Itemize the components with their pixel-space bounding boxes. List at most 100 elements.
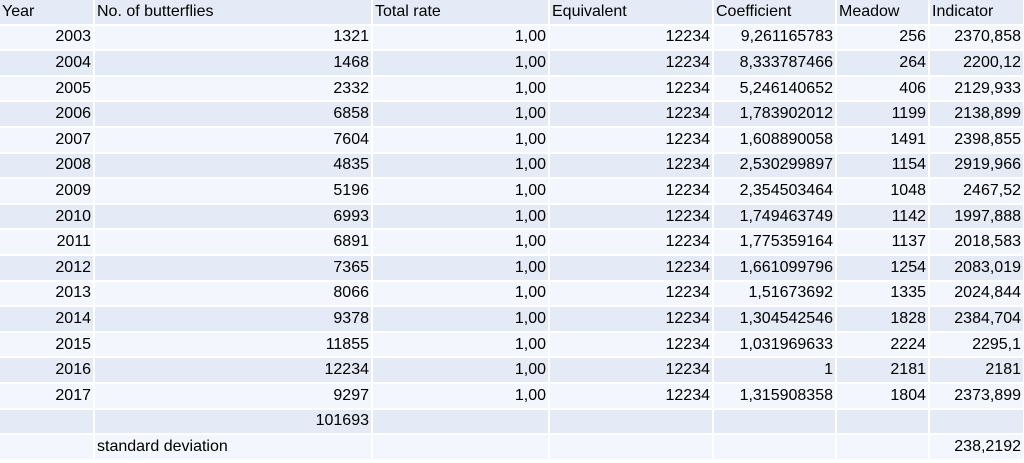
indicator-cell[interactable]: 2373,899 (929, 382, 1024, 410)
butterflies-cell[interactable]: 11855 (94, 331, 373, 359)
indicator-cell[interactable]: 2398,855 (929, 126, 1024, 154)
empty-cell[interactable] (713, 408, 837, 436)
indicator-cell[interactable]: 2024,844 (929, 280, 1024, 308)
empty-cell[interactable] (0, 434, 95, 461)
total-rate-cell[interactable]: 1,00 (372, 382, 550, 410)
total-rate-cell[interactable]: 1,00 (372, 101, 550, 128)
equivalent-cell[interactable]: 12234 (549, 152, 714, 180)
year-cell[interactable]: 2009 (0, 178, 95, 205)
meadow-cell[interactable]: 1048 (836, 178, 930, 205)
meadow-cell[interactable]: 2181 (836, 357, 930, 384)
year-cell[interactable]: 2004 (0, 50, 95, 77)
header-equivalent[interactable]: Equivalent (549, 0, 714, 26)
coefficient-cell[interactable]: 9,261165783 (713, 24, 837, 52)
empty-cell[interactable] (372, 408, 550, 436)
butterflies-cell[interactable]: 1321 (94, 24, 373, 52)
equivalent-cell[interactable]: 12234 (549, 178, 714, 205)
year-cell[interactable]: 2013 (0, 280, 95, 308)
equivalent-cell[interactable]: 12234 (549, 203, 714, 231)
meadow-cell[interactable]: 1804 (836, 382, 930, 410)
header-butterflies[interactable]: No. of butterflies (94, 0, 373, 26)
coefficient-cell[interactable]: 1,031969633 (713, 331, 837, 359)
indicator-cell[interactable]: 2384,704 (929, 306, 1024, 333)
butterflies-cell[interactable]: 9378 (94, 306, 373, 333)
header-coefficient[interactable]: Coefficient (713, 0, 837, 26)
meadow-cell[interactable]: 1154 (836, 152, 930, 180)
butterflies-cell[interactable]: 7604 (94, 126, 373, 154)
stddev-value-cell[interactable]: 238,2192 (929, 434, 1024, 461)
empty-cell[interactable] (836, 434, 930, 461)
coefficient-cell[interactable]: 1,775359164 (713, 229, 837, 256)
meadow-cell[interactable]: 1828 (836, 306, 930, 333)
total-rate-cell[interactable]: 1,00 (372, 152, 550, 180)
indicator-cell[interactable]: 2138,899 (929, 101, 1024, 128)
coefficient-cell[interactable]: 1,51673692 (713, 280, 837, 308)
total-butterflies-cell[interactable]: 101693 (94, 408, 373, 436)
coefficient-cell[interactable]: 5,246140652 (713, 75, 837, 103)
year-cell[interactable]: 2015 (0, 331, 95, 359)
butterflies-cell[interactable]: 2332 (94, 75, 373, 103)
total-rate-cell[interactable]: 1,00 (372, 24, 550, 52)
coefficient-cell[interactable]: 1,749463749 (713, 203, 837, 231)
year-cell[interactable]: 2017 (0, 382, 95, 410)
meadow-cell[interactable]: 406 (836, 75, 930, 103)
header-meadow[interactable]: Meadow (836, 0, 930, 26)
total-rate-cell[interactable]: 1,00 (372, 178, 550, 205)
total-rate-cell[interactable]: 1,00 (372, 50, 550, 77)
total-rate-cell[interactable]: 1,00 (372, 229, 550, 256)
total-rate-cell[interactable]: 1,00 (372, 280, 550, 308)
coefficient-cell[interactable]: 2,354503464 (713, 178, 837, 205)
year-cell[interactable]: 2005 (0, 75, 95, 103)
total-rate-cell[interactable]: 1,00 (372, 203, 550, 231)
equivalent-cell[interactable]: 12234 (549, 306, 714, 333)
butterflies-cell[interactable]: 5196 (94, 178, 373, 205)
year-cell[interactable]: 2016 (0, 357, 95, 384)
indicator-cell[interactable]: 2018,583 (929, 229, 1024, 256)
empty-cell[interactable] (372, 434, 550, 461)
butterflies-cell[interactable]: 1468 (94, 50, 373, 77)
equivalent-cell[interactable]: 12234 (549, 50, 714, 77)
total-rate-cell[interactable]: 1,00 (372, 254, 550, 282)
total-rate-cell[interactable]: 1,00 (372, 357, 550, 384)
total-rate-cell[interactable]: 1,00 (372, 126, 550, 154)
indicator-cell[interactable]: 2129,933 (929, 75, 1024, 103)
meadow-cell[interactable]: 2224 (836, 331, 930, 359)
header-year[interactable]: Year (0, 0, 95, 26)
year-cell[interactable]: 2010 (0, 203, 95, 231)
butterflies-cell[interactable]: 7365 (94, 254, 373, 282)
empty-cell[interactable] (929, 408, 1024, 436)
butterflies-cell[interactable]: 12234 (94, 357, 373, 384)
meadow-cell[interactable]: 256 (836, 24, 930, 52)
meadow-cell[interactable]: 1335 (836, 280, 930, 308)
meadow-cell[interactable]: 1199 (836, 101, 930, 128)
total-rate-cell[interactable]: 1,00 (372, 75, 550, 103)
empty-cell[interactable] (713, 434, 837, 461)
empty-cell[interactable] (549, 408, 714, 436)
indicator-cell[interactable]: 2200,12 (929, 50, 1024, 77)
butterflies-cell[interactable]: 8066 (94, 280, 373, 308)
coefficient-cell[interactable]: 8,333787466 (713, 50, 837, 77)
year-cell[interactable]: 2003 (0, 24, 95, 52)
empty-cell[interactable] (549, 434, 714, 461)
indicator-cell[interactable]: 2467,52 (929, 178, 1024, 205)
coefficient-cell[interactable]: 1,783902012 (713, 101, 837, 128)
total-rate-cell[interactable]: 1,00 (372, 331, 550, 359)
header-indicator[interactable]: Indicator (929, 0, 1024, 26)
equivalent-cell[interactable]: 12234 (549, 280, 714, 308)
equivalent-cell[interactable]: 12234 (549, 382, 714, 410)
year-cell[interactable]: 2008 (0, 152, 95, 180)
equivalent-cell[interactable]: 12234 (549, 126, 714, 154)
coefficient-cell[interactable]: 1,315908358 (713, 382, 837, 410)
equivalent-cell[interactable]: 12234 (549, 254, 714, 282)
indicator-cell[interactable]: 1997,888 (929, 203, 1024, 231)
coefficient-cell[interactable]: 1,661099796 (713, 254, 837, 282)
butterflies-cell[interactable]: 9297 (94, 382, 373, 410)
indicator-cell[interactable]: 2083,019 (929, 254, 1024, 282)
year-cell[interactable]: 2006 (0, 101, 95, 128)
meadow-cell[interactable]: 1137 (836, 229, 930, 256)
coefficient-cell[interactable]: 1,608890058 (713, 126, 837, 154)
meadow-cell[interactable]: 264 (836, 50, 930, 77)
empty-cell[interactable] (0, 408, 95, 436)
equivalent-cell[interactable]: 12234 (549, 229, 714, 256)
indicator-cell[interactable]: 2295,1 (929, 331, 1024, 359)
